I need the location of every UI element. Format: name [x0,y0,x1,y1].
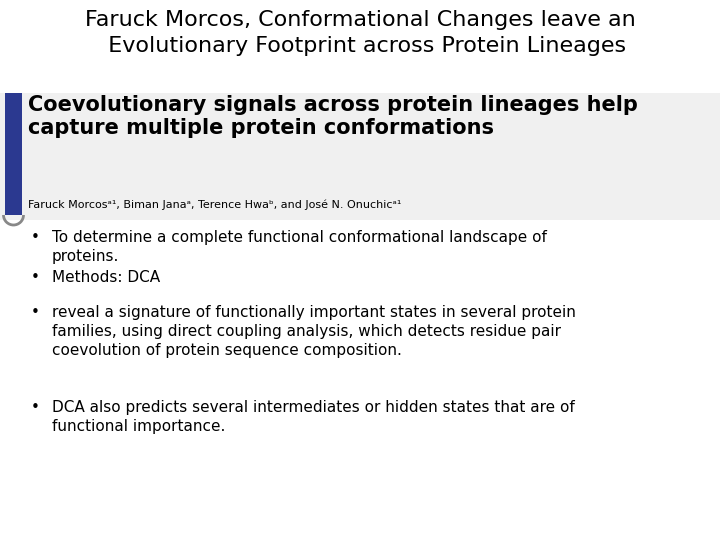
Text: reveal a signature of functionally important states in several protein
families,: reveal a signature of functionally impor… [52,305,576,359]
Text: Methods: DCA: Methods: DCA [52,270,160,285]
Text: DCA also predicts several intermediates or hidden states that are of
functional : DCA also predicts several intermediates … [52,400,575,434]
Text: Faruck Morcosᵃ¹, Biman Janaᵃ, Terence Hwaᵇ, and José N. Onuchicᵃ¹: Faruck Morcosᵃ¹, Biman Janaᵃ, Terence Hw… [28,200,401,211]
Text: •: • [30,400,40,415]
Text: •: • [30,305,40,320]
Text: Faruck Morcos, Conformational Changes leave an
  Evolutionary Footprint across P: Faruck Morcos, Conformational Changes le… [85,10,635,56]
Text: •: • [30,230,40,245]
Text: To determine a complete functional conformational landscape of
proteins.: To determine a complete functional confo… [52,230,547,264]
Bar [5,93,22,215]
Text: •: • [30,270,40,285]
Text: Coevolutionary signals across protein lineages help
capture multiple protein con: Coevolutionary signals across protein li… [28,95,638,138]
Bar [0,93,720,220]
